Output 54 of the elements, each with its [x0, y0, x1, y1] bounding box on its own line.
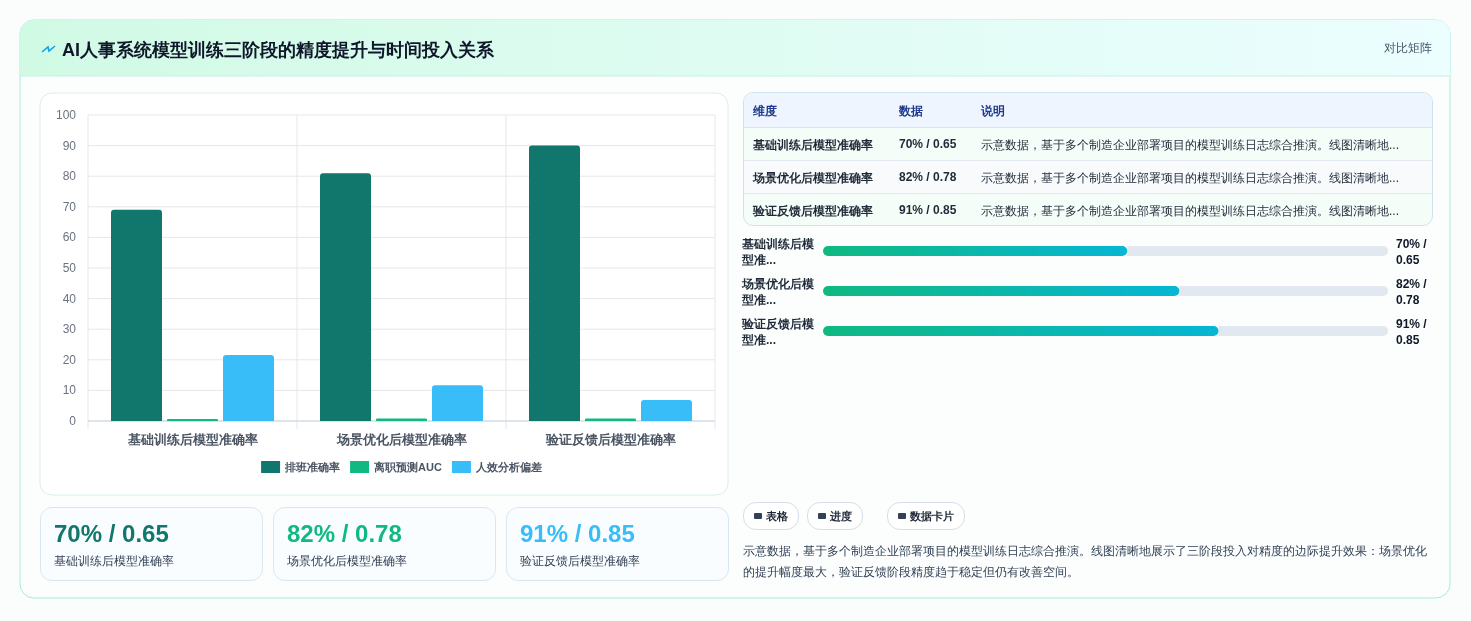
- bar: [432, 385, 483, 421]
- bar: [585, 418, 636, 421]
- text: 对比矩阵: [1383, 40, 1432, 57]
- text: 进度: [830, 508, 852, 524]
- x-tick-label: 场景优化后模型准确率: [335, 432, 467, 447]
- bar: [223, 354, 274, 421]
- text: 数据: [899, 103, 923, 120]
- text: 示意数据，基于多个制造企业部署项目的模型训练日志综合推演。线图清晰地...: [981, 203, 1400, 220]
- text: 验证反馈后模型准确率: [520, 553, 640, 570]
- bar: [641, 399, 692, 421]
- text: 示意数据，基于多个制造企业部署项目的模型训练日志综合推演。线图清晰地展示了三阶段投入对精度的边际提升效果：场景优化的提升幅度最大，验证反馈阶段精度趋于稳定但仍有改善空间。: [743, 543, 1428, 581]
- text: 82% / 0.78: [899, 170, 957, 184]
- data-label: 82% / 0.78: [1396, 277, 1428, 307]
- y-tick-label: 20: [62, 352, 77, 367]
- y-tick-label: 基础训练后模型准...: [741, 237, 814, 267]
- legend-label: 人效分析偏差: [474, 461, 542, 474]
- text: 表格: [766, 508, 788, 524]
- y-tick-label: 100: [55, 108, 77, 122]
- legend-label: 离职预测AUC: [373, 461, 442, 474]
- legend-label: 排班准确率: [284, 461, 341, 473]
- text: 91% / 0.85: [899, 203, 957, 217]
- text: 说明: [981, 103, 1005, 120]
- bar: [529, 145, 580, 421]
- y-tick-label: 10: [62, 383, 77, 398]
- text: 91% / 0.85: [520, 520, 635, 548]
- text: 数据卡片: [910, 508, 954, 524]
- y-tick-label: 70: [62, 199, 77, 214]
- y-tick-label: 30: [62, 322, 77, 337]
- text: 82% / 0.78: [287, 520, 402, 548]
- y-tick-label: 50: [62, 261, 77, 275]
- y-tick-label: 90: [62, 138, 77, 153]
- text: 基础训练后模型准确率: [54, 553, 174, 570]
- text: 70% / 0.65: [899, 137, 957, 151]
- y-tick-label: 验证反馈后模型准...: [741, 317, 814, 347]
- text: 验证反馈后模型准确率: [753, 203, 873, 220]
- text: 70% / 0.65: [54, 520, 169, 548]
- y-tick-label: 60: [62, 230, 77, 245]
- data-label: 70% / 0.65: [1396, 237, 1428, 267]
- y-tick-label: 40: [62, 291, 77, 306]
- bar: [111, 209, 162, 421]
- text: 示意数据，基于多个制造企业部署项目的模型训练日志综合推演。线图清晰地...: [981, 170, 1400, 187]
- text: 场景优化后模型准确率: [287, 553, 407, 570]
- bar: [320, 173, 371, 421]
- text: 基础训练后模型准确率: [753, 137, 873, 154]
- y-tick-label: 0: [69, 414, 77, 428]
- chart-title: AI人事系统模型训练三阶段的精度提升与时间投入关系: [62, 40, 495, 60]
- y-tick-label: 80: [62, 169, 77, 184]
- text: 维度: [753, 103, 777, 120]
- data-label: 91% / 0.85: [1396, 317, 1428, 347]
- text: 场景优化后模型准确率: [753, 170, 873, 187]
- x-tick-label: 验证反馈后模型准确率: [544, 432, 676, 447]
- x-tick-label: 基础训练后模型准确率: [126, 432, 258, 447]
- text: 示意数据，基于多个制造企业部署项目的模型训练日志综合推演。线图清晰地...: [981, 137, 1400, 154]
- y-tick-label: 场景优化后模型准...: [741, 277, 814, 307]
